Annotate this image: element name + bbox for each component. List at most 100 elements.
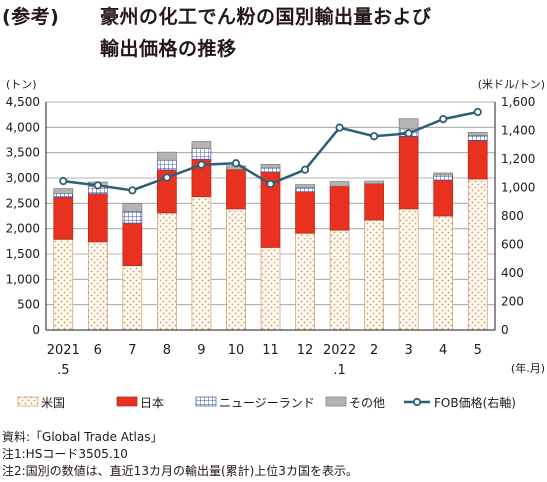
bar-segment-usa bbox=[260, 247, 281, 331]
x-tick-label: 8 bbox=[163, 343, 171, 358]
y-left-unit-label: (トン) bbox=[6, 78, 37, 91]
bar-segment-japan bbox=[433, 179, 454, 217]
bar-segment-usa bbox=[53, 238, 74, 331]
x-tick-label: 9 bbox=[197, 343, 205, 358]
y-right-tick-label: 0 bbox=[501, 323, 509, 337]
legend-others-swatch bbox=[325, 396, 347, 407]
bar-segment-new-zealand bbox=[191, 148, 212, 160]
bar-segment-usa bbox=[433, 215, 454, 331]
bar-segment-others bbox=[467, 132, 488, 136]
legend-fob-price-label: FOB価格(右軸) bbox=[434, 395, 516, 410]
bar-segment-others bbox=[295, 184, 315, 188]
fob-price-point bbox=[404, 129, 413, 138]
bar-segment-others bbox=[329, 181, 350, 187]
bar-segment-others bbox=[398, 118, 419, 130]
bar-segment-japan bbox=[329, 185, 350, 231]
x-tick-sublabel: .1 bbox=[333, 363, 345, 378]
reference-label: (参考) bbox=[2, 6, 60, 28]
y-right-tick-label: 600 bbox=[501, 238, 524, 252]
bar-segment-japan bbox=[53, 196, 74, 240]
x-tick-label: 6 bbox=[94, 343, 102, 358]
bar-segment-others bbox=[157, 151, 177, 161]
bar-segment-new-zealand bbox=[122, 211, 143, 224]
x-tick-sublabel: .5 bbox=[57, 363, 69, 378]
note-1: 注1:HSコード3505.10 bbox=[2, 447, 128, 461]
fob-price-point bbox=[370, 132, 379, 141]
x-tick-label: 2022 bbox=[323, 343, 356, 358]
bar-segment-usa bbox=[157, 212, 177, 331]
bar-segment-usa bbox=[191, 196, 212, 331]
x-tick-label: 5 bbox=[474, 343, 482, 358]
legend-usa-label: 米国 bbox=[41, 396, 65, 410]
y-left-tick-label: 1,000 bbox=[6, 272, 40, 286]
fob-price-point bbox=[231, 159, 241, 168]
bar-segment-new-zealand bbox=[295, 187, 315, 193]
y-right-tick-label: 1,600 bbox=[501, 95, 535, 109]
y-left-tick-label: 3,000 bbox=[6, 171, 40, 185]
bars bbox=[53, 118, 488, 331]
bar-segment-usa bbox=[226, 208, 246, 331]
bar-segment-japan bbox=[295, 191, 315, 234]
fob-price-point bbox=[128, 186, 137, 195]
fob-price-point bbox=[300, 165, 310, 174]
x-tick-label: 3 bbox=[405, 343, 413, 358]
bar-segment-others bbox=[433, 172, 454, 176]
y-left-tick-label: 2,500 bbox=[6, 196, 40, 210]
x-tick-label: 12 bbox=[297, 343, 314, 358]
x-tick-label: 2021 bbox=[47, 343, 80, 358]
bar-segment-japan bbox=[398, 136, 419, 210]
y-left-tick-label: 2,000 bbox=[6, 222, 40, 236]
legend-usa-swatch bbox=[17, 396, 39, 407]
y-left-tick-label: 500 bbox=[17, 298, 40, 312]
x-tick-label: 10 bbox=[228, 343, 245, 358]
bar-segment-japan bbox=[226, 169, 246, 210]
y-right-tick-label: 1,400 bbox=[501, 124, 535, 138]
bar-segment-usa bbox=[467, 178, 488, 331]
y-right-tick-label: 1,000 bbox=[501, 181, 535, 195]
bar-segment-usa bbox=[329, 229, 350, 331]
y-right-tick-label: 800 bbox=[501, 209, 524, 223]
chart: 0 500 1,000 1,500 2,000 2,500 3,000 3,500 4,000 4… bbox=[6, 78, 545, 410]
y-left-tick-label: 3,500 bbox=[6, 146, 40, 160]
bar-segment-usa bbox=[364, 219, 384, 331]
note-2: 注2:国別の数値は、直近13カ月の輸出量(累計)上位3カ国を表示。 bbox=[2, 464, 358, 478]
legend-new-zealand-swatch bbox=[195, 396, 217, 407]
legend: 米国 日本 ニュージーランド その他 FOB価格(右軸) bbox=[17, 395, 516, 410]
y-right-tick-label: 200 bbox=[501, 295, 524, 309]
bar-segment-usa bbox=[87, 241, 108, 331]
legend-japan-swatch bbox=[116, 396, 138, 407]
bar-segment-others bbox=[53, 188, 74, 195]
y-left-tick-label: 1,500 bbox=[6, 247, 40, 261]
fob-price-point bbox=[439, 115, 448, 124]
bar-segment-others bbox=[364, 180, 384, 184]
legend-japan-label: 日本 bbox=[140, 396, 164, 410]
bar-segment-new-zealand bbox=[157, 159, 177, 171]
y-right-tick-label: 400 bbox=[501, 266, 524, 280]
fob-price-line bbox=[59, 107, 482, 195]
bar-segment-others bbox=[122, 202, 143, 212]
y-left-tick-label: 4,500 bbox=[6, 95, 40, 109]
bar-segment-new-zealand bbox=[260, 167, 281, 173]
x-tick-label: 2 bbox=[370, 343, 378, 358]
x-unit-label: (年.月) bbox=[511, 361, 545, 375]
bar-segment-japan bbox=[87, 193, 108, 243]
source-note: 資料:「Global Trade Atlas」 bbox=[2, 430, 163, 444]
fob-price-point bbox=[93, 181, 102, 190]
legend-new-zealand-label: ニュージーランド bbox=[219, 396, 315, 410]
legend-fob-price-marker bbox=[412, 397, 422, 407]
bar-segment-others bbox=[191, 141, 212, 149]
axes: 0 500 1,000 1,500 2,000 2,500 3,000 3,500 4,000 4… bbox=[6, 78, 545, 378]
bar-segment-usa bbox=[122, 265, 143, 331]
y-left-tick-label: 4,000 bbox=[6, 120, 40, 134]
bar-segment-japan bbox=[364, 183, 384, 221]
bar-segment-usa bbox=[398, 208, 419, 331]
x-tick-label: 7 bbox=[128, 343, 136, 358]
fob-price-point bbox=[162, 173, 171, 182]
fob-price-point bbox=[266, 179, 275, 189]
bar-segment-others bbox=[260, 163, 281, 169]
chart-title-line-2: 輸出価格の推移 bbox=[100, 38, 237, 60]
bar-segment-new-zealand bbox=[467, 135, 488, 141]
bar-segment-new-zealand bbox=[433, 174, 454, 181]
fob-price-point bbox=[197, 160, 206, 169]
